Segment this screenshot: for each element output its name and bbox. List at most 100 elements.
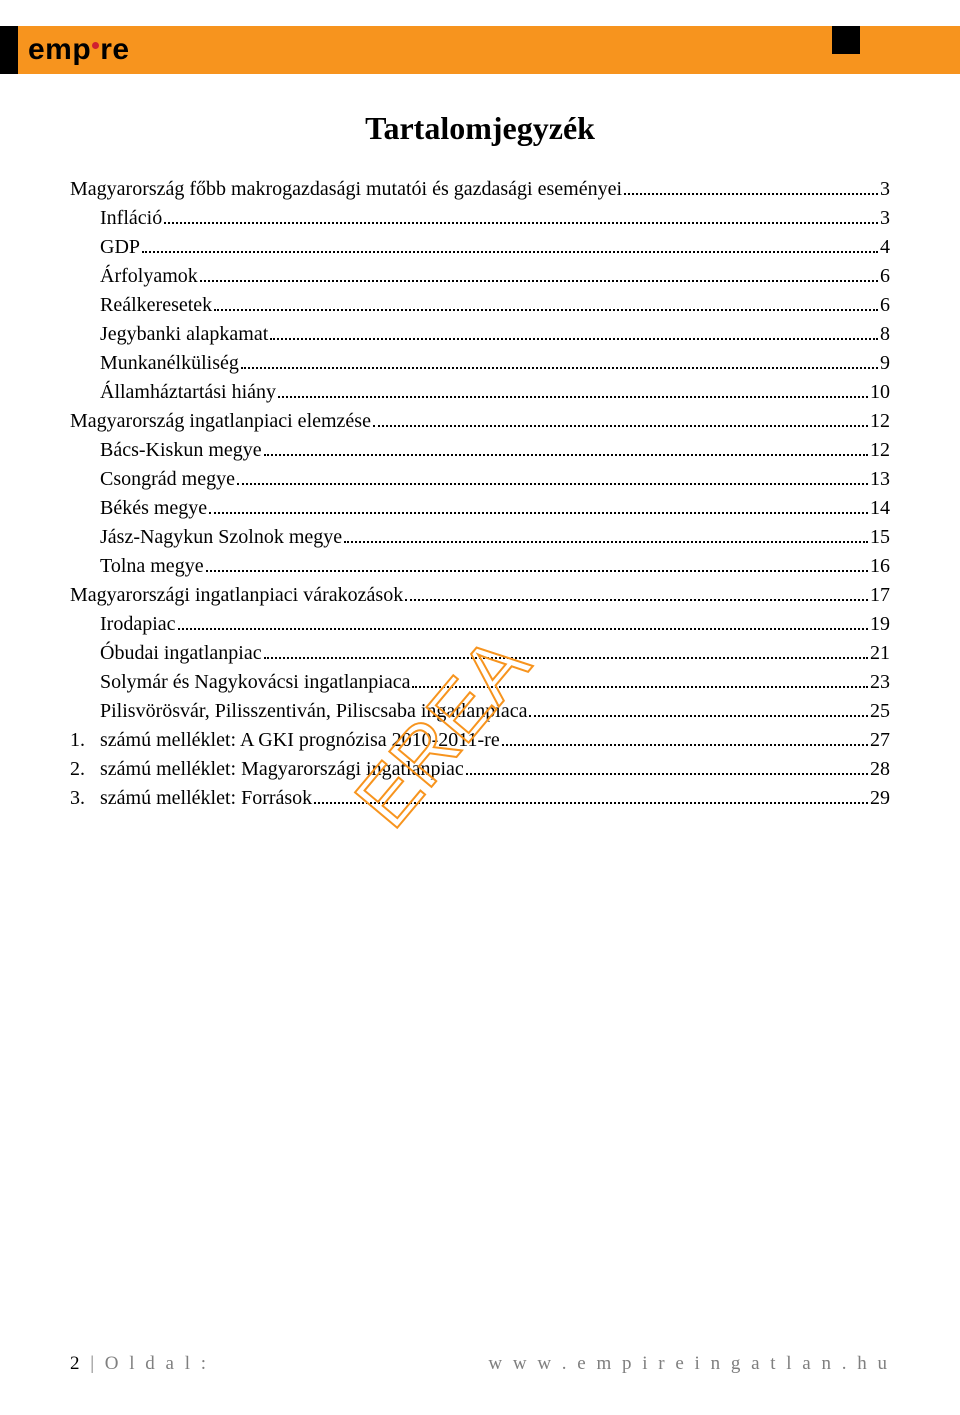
toc-label: Munkanélküliség <box>100 349 239 378</box>
toc-page-number: 14 <box>870 494 890 523</box>
header-right-group <box>832 26 960 74</box>
toc-leader-dots <box>178 628 868 630</box>
footer-page-number: 2 <box>70 1353 83 1374</box>
toc-item-number: 3. <box>70 784 100 813</box>
toc-row: GDP 4 <box>70 233 890 262</box>
toc-row: Jász-Nagykun Szolnok megye 15 <box>70 523 890 552</box>
toc-label: Pilisvörösvár, Pilisszentiván, Piliscsab… <box>100 697 527 726</box>
table-of-contents: Magyarország főbb makrogazdasági mutatói… <box>70 175 890 813</box>
toc-page-number: 10 <box>870 378 890 407</box>
toc-row: Magyarország ingatlanpiaci elemzése12 <box>70 407 890 436</box>
toc-row: Óbudai ingatlanpiac 21 <box>70 639 890 668</box>
toc-row: Reálkeresetek 6 <box>70 291 890 320</box>
footer-page-label: | O l d a l : <box>83 1353 210 1374</box>
toc-row: Jegybanki alapkamat 8 <box>70 320 890 349</box>
toc-leader-dots <box>373 425 868 427</box>
toc-label: Irodapiac <box>100 610 176 639</box>
toc-leader-dots <box>278 396 868 398</box>
toc-leader-dots <box>502 744 868 746</box>
toc-leader-dots <box>237 483 868 485</box>
toc-page-number: 3 <box>880 204 890 233</box>
toc-label: számú melléklet: Magyarországi ingatlanp… <box>100 755 464 784</box>
toc-label: Békés megye <box>100 494 207 523</box>
toc-page-number: 12 <box>870 407 890 436</box>
toc-leader-dots <box>264 657 868 659</box>
toc-label: Óbudai ingatlanpiac <box>100 639 262 668</box>
toc-page-number: 21 <box>870 639 890 668</box>
header-orange-strip: emp re <box>18 26 832 74</box>
toc-page-number: 28 <box>870 755 890 784</box>
logo: emp re <box>28 33 130 67</box>
toc-leader-dots <box>405 599 868 601</box>
toc-leader-dots <box>209 512 868 514</box>
toc-page-number: 6 <box>880 291 890 320</box>
logo-text-after: re <box>100 33 129 67</box>
toc-page-number: 29 <box>870 784 890 813</box>
toc-label: Tolna megye <box>100 552 204 581</box>
toc-row: Árfolyamok 6 <box>70 262 890 291</box>
toc-page-number: 27 <box>870 726 890 755</box>
toc-page-number: 17 <box>870 581 890 610</box>
toc-label: Reálkeresetek <box>100 291 212 320</box>
toc-numbered-row: 2.számú melléklet: Magyarországi ingatla… <box>70 755 890 784</box>
toc-leader-dots <box>412 686 868 688</box>
toc-label: Államháztartási hiány <box>100 378 276 407</box>
toc-page-number: 4 <box>880 233 890 262</box>
toc-page-number: 13 <box>870 465 890 494</box>
toc-row: Államháztartási hiány 10 <box>70 378 890 407</box>
toc-label: Magyarországi ingatlanpiaci várakozások <box>70 581 403 610</box>
toc-leader-dots <box>624 193 878 195</box>
toc-leader-dots <box>206 570 868 572</box>
toc-row: Magyarország főbb makrogazdasági mutatói… <box>70 175 890 204</box>
logo-text-before: emp <box>28 33 91 67</box>
toc-leader-dots <box>264 454 868 456</box>
content-area: Tartalomjegyzék Magyarország főbb makrog… <box>70 110 890 813</box>
toc-label: Solymár és Nagykovácsi ingatlanpiaca <box>100 668 410 697</box>
toc-label: Jegybanki alapkamat <box>100 320 268 349</box>
toc-item-number: 1. <box>70 726 100 755</box>
header-bar: emp re <box>0 26 960 74</box>
footer: 2 | O l d a l : w w w . e m p i r e i n … <box>70 1353 890 1375</box>
toc-page-number: 6 <box>880 262 890 291</box>
toc-row: Bács-Kiskun megye12 <box>70 436 890 465</box>
toc-leader-dots <box>466 773 868 775</box>
toc-label: számú melléklet: A GKI prognózisa 2010-2… <box>100 726 500 755</box>
toc-label: Jász-Nagykun Szolnok megye <box>100 523 342 552</box>
toc-row: Csongrád megye 13 <box>70 465 890 494</box>
header-left-black <box>0 26 18 74</box>
toc-page-number: 9 <box>880 349 890 378</box>
toc-label: számú melléklet: Források <box>100 784 312 813</box>
toc-label: Bács-Kiskun megye <box>100 436 262 465</box>
header-black-square <box>832 26 860 54</box>
toc-leader-dots <box>164 222 878 224</box>
toc-leader-dots <box>314 802 868 804</box>
toc-row: Munkanélküliség 9 <box>70 349 890 378</box>
toc-row: Infláció 3 <box>70 204 890 233</box>
page: emp re Tartalomjegyzék Magyarország főbb… <box>0 0 960 1415</box>
toc-leader-dots <box>241 367 878 369</box>
toc-label: GDP <box>100 233 140 262</box>
toc-leader-dots <box>344 541 868 543</box>
toc-page-number: 3 <box>880 175 890 204</box>
header-right-orange <box>860 26 960 74</box>
toc-leader-dots <box>270 338 878 340</box>
toc-page-number: 25 <box>870 697 890 726</box>
toc-numbered-row: 3.számú melléklet: Források 29 <box>70 784 890 813</box>
toc-leader-dots <box>142 251 878 253</box>
toc-page-number: 23 <box>870 668 890 697</box>
toc-page-number: 16 <box>870 552 890 581</box>
toc-numbered-row: 1.számú melléklet: A GKI prognózisa 2010… <box>70 726 890 755</box>
toc-row: Pilisvörösvár, Pilisszentiván, Piliscsab… <box>70 697 890 726</box>
toc-item-number: 2. <box>70 755 100 784</box>
toc-page-number: 19 <box>870 610 890 639</box>
toc-label: Árfolyamok <box>100 262 198 291</box>
logo-dot-icon <box>92 42 99 49</box>
toc-row: Békés megye 14 <box>70 494 890 523</box>
toc-label: Infláció <box>100 204 162 233</box>
toc-page-number: 15 <box>870 523 890 552</box>
toc-row: Tolna megye 16 <box>70 552 890 581</box>
toc-page-number: 8 <box>880 320 890 349</box>
toc-label: Csongrád megye <box>100 465 235 494</box>
toc-row: Magyarországi ingatlanpiaci várakozások 1… <box>70 581 890 610</box>
toc-label: Magyarország főbb makrogazdasági mutatói… <box>70 175 622 204</box>
